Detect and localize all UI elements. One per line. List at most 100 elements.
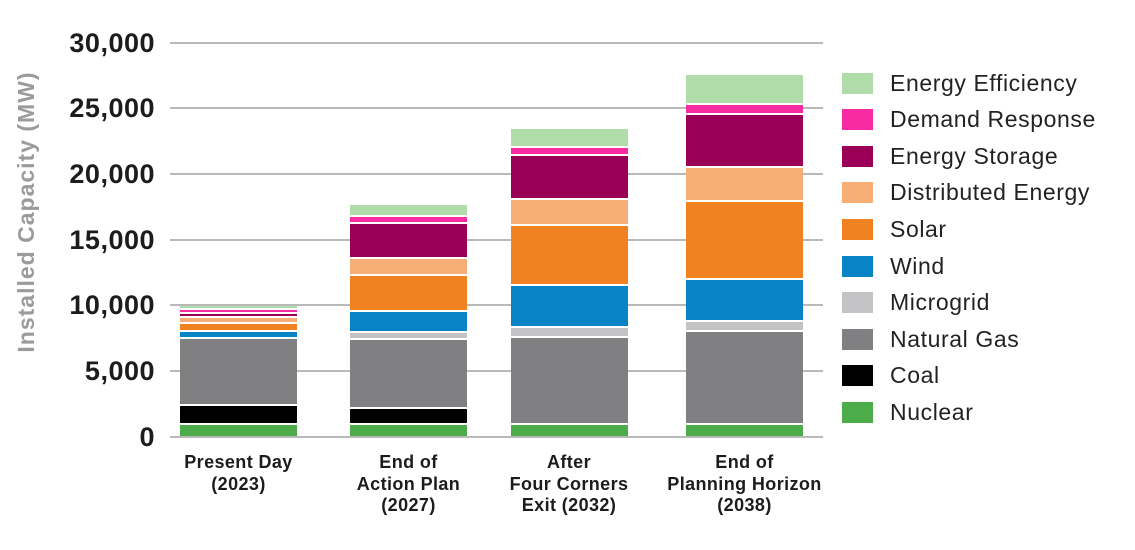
bar-4	[686, 75, 803, 437]
legend-swatch	[842, 255, 873, 277]
legend-label: Solar	[890, 215, 947, 242]
bar-segment-wind	[510, 283, 628, 326]
y-tick-label: 10,000	[69, 290, 155, 321]
bar-segment-nuclear	[686, 422, 803, 437]
bar-segment-coal	[180, 404, 297, 423]
legend-swatch	[842, 109, 873, 131]
bar-segment-demand-response	[510, 145, 628, 155]
legend-item-energy-storage: Energy Storage	[842, 142, 1059, 169]
bar-segment-energy-storage	[686, 113, 803, 166]
legend-label: Natural Gas	[890, 325, 1020, 352]
bar-segment-natural-gas	[350, 337, 467, 407]
gridline-0	[170, 435, 823, 438]
legend-item-coal: Coal	[842, 362, 940, 389]
bar-segment-demand-response	[686, 102, 803, 114]
legend-swatch	[842, 328, 873, 350]
x-axis-label-line: Action Plan	[356, 473, 461, 494]
bar-segment-wind	[180, 330, 297, 338]
bar-segment-nuclear	[180, 422, 297, 437]
x-axis-label-1: Present Day (2023)	[129, 452, 349, 495]
bar-segment-natural-gas	[686, 330, 803, 423]
bar-segment-coal	[350, 406, 467, 423]
bar-segment-solar	[510, 224, 628, 284]
y-tick-label: 15,000	[69, 224, 155, 255]
x-axis-label-line: (2038)	[717, 495, 772, 515]
legend-label: Nuclear	[890, 398, 974, 425]
legend-item-wind: Wind	[842, 252, 945, 279]
legend-item-microgrid: Microgrid	[842, 289, 990, 316]
legend-label: Demand Response	[890, 106, 1096, 133]
bar-segment-energy-storage	[180, 312, 297, 316]
legend-swatch	[842, 292, 873, 314]
legend-label: Wind	[890, 252, 945, 279]
gridline-5000	[170, 369, 823, 372]
legend-label: Energy Storage	[890, 142, 1059, 169]
legend-item-natural-gas: Natural Gas	[842, 325, 1020, 352]
x-axis-label-line: Planning Horizon	[667, 473, 822, 494]
x-axis-label-line: (2023)	[211, 473, 266, 494]
legend-item-solar: Solar	[842, 215, 947, 242]
bar-segment-demand-response	[350, 215, 467, 223]
y-tick-label: 20,000	[69, 158, 155, 189]
legend-item-distributed-energy: Distributed Energy	[842, 179, 1090, 206]
bar-segment-wind	[686, 277, 803, 320]
bar-segment-solar	[180, 321, 297, 331]
bar-segment-energy-efficiency	[510, 128, 628, 146]
x-axis-label-line: After	[546, 452, 591, 472]
bar-segment-energy-storage	[350, 222, 467, 258]
legend-item-energy-efficiency: Energy Efficiency	[842, 69, 1078, 96]
legend-swatch	[842, 182, 873, 204]
gridline-30000	[170, 41, 823, 44]
x-axis-label-2: End of Action Plan (2027)	[299, 452, 519, 517]
legend-label: Distributed Energy	[890, 179, 1090, 206]
gridline-10000	[170, 304, 823, 307]
bar-segment-distributed-energy	[510, 198, 628, 225]
bar-segment-microgrid	[510, 325, 628, 337]
legend-label: Microgrid	[890, 289, 990, 316]
bar-segment-demand-response	[180, 308, 297, 313]
legend-item-demand-response: Demand Response	[842, 106, 1096, 133]
bar-segment-energy-efficiency	[350, 205, 467, 216]
bar-segment-natural-gas	[180, 337, 297, 405]
x-axis-label-line: Present Day	[184, 452, 293, 472]
legend-swatch	[842, 218, 873, 240]
legend-label: Energy Efficiency	[890, 69, 1078, 96]
gridline-20000	[170, 172, 823, 175]
bar-segment-nuclear	[510, 422, 628, 437]
bar-2	[350, 205, 467, 437]
bar-segment-solar	[350, 273, 467, 311]
legend-swatch	[842, 401, 873, 423]
bar-segment-microgrid	[350, 330, 467, 338]
x-axis-label-line: Exit (2032)	[521, 495, 617, 515]
gridline-25000	[170, 107, 823, 110]
y-tick-label: 25,000	[69, 93, 155, 124]
x-axis-label-3: After Four Corners Exit (2032)	[459, 452, 679, 517]
bar-segment-energy-efficiency	[686, 75, 803, 103]
bar-segment-distributed-energy	[350, 257, 467, 274]
bar-segment-energy-efficiency	[180, 305, 297, 309]
legend-swatch	[842, 365, 873, 387]
x-axis-label-line: End of	[715, 452, 774, 472]
gridline-15000	[170, 238, 823, 241]
bar-segment-solar	[686, 200, 803, 278]
bar-segment-nuclear	[350, 422, 467, 437]
y-tick-label: 30,000	[69, 27, 155, 58]
bar-segment-natural-gas	[510, 336, 628, 423]
legend-swatch	[842, 145, 873, 167]
bar-segment-wind	[350, 310, 467, 331]
x-axis-label-line: End of	[379, 452, 438, 472]
legend-item-nuclear: Nuclear	[842, 398, 974, 425]
x-axis-label-line: Four Corners	[509, 473, 629, 494]
bar-3	[510, 128, 628, 437]
x-axis-label-line: (2027)	[381, 495, 436, 515]
bar-segment-energy-storage	[510, 154, 628, 199]
y-tick-label: 0	[139, 421, 155, 452]
bar-segment-distributed-energy	[686, 166, 803, 201]
y-tick-label: 5,000	[84, 355, 155, 386]
bar-1	[180, 305, 297, 437]
legend-swatch	[842, 72, 873, 94]
legend-label: Coal	[890, 362, 940, 389]
bar-segment-distributed-energy	[180, 315, 297, 322]
bar-segment-microgrid	[686, 319, 803, 331]
